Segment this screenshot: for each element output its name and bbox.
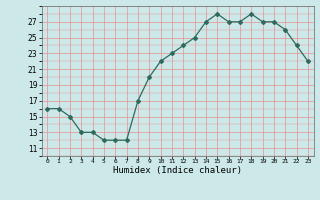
X-axis label: Humidex (Indice chaleur): Humidex (Indice chaleur) [113,166,242,175]
